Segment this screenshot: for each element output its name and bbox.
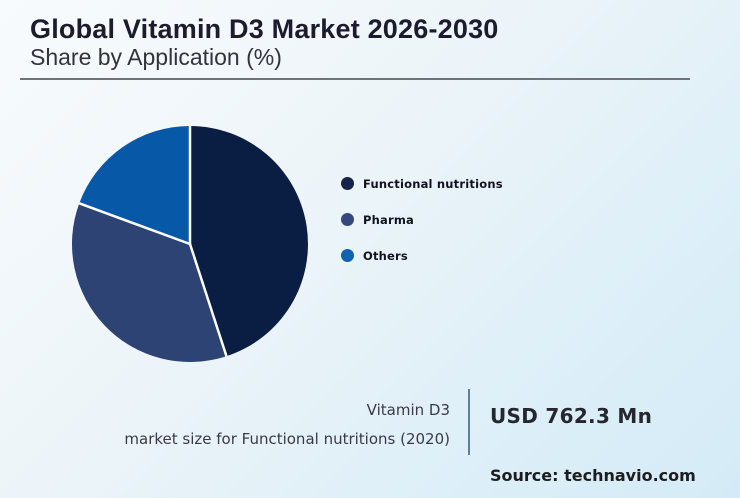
header-divider [20, 78, 690, 80]
pie-slice-others [79, 126, 190, 244]
legend-item-functional-nutritions: Functional nutritions [341, 176, 503, 191]
chart-note: Vitamin D3 market size for Functional nu… [20, 396, 450, 454]
source-text: Source: technavio.com [490, 466, 696, 485]
footer-divider [468, 389, 470, 455]
legend-item-others: Others [341, 248, 503, 263]
legend-marker-icon [341, 213, 354, 226]
pie-slice-pharma [72, 203, 227, 362]
legend-marker-icon [341, 249, 354, 262]
chart-note-line1: Vitamin D3 [366, 401, 450, 419]
market-size-value: USD 762.3 Mn [490, 404, 653, 428]
chart-note-line2: market size for Functional nutritions (2… [124, 430, 450, 448]
pie-slice-functional-nutritions [190, 126, 308, 357]
pie-chart [72, 126, 308, 362]
page-title: Global Vitamin D3 Market 2026-2030 [30, 14, 499, 44]
legend-label: Pharma [363, 212, 414, 227]
pie-chart-area [70, 124, 310, 364]
header: Global Vitamin D3 Market 2026-2030 Share… [30, 14, 710, 70]
legend-label: Functional nutritions [363, 176, 503, 191]
pie-slice-divider [78, 202, 191, 246]
legend-marker-icon [341, 177, 354, 190]
legend: Functional nutritions Pharma Others [341, 177, 503, 285]
page-subtitle: Share by Application (%) [30, 44, 282, 70]
legend-item-pharma: Pharma [341, 212, 503, 227]
legend-label: Others [363, 248, 408, 263]
pie-slice-divider [188, 243, 228, 357]
